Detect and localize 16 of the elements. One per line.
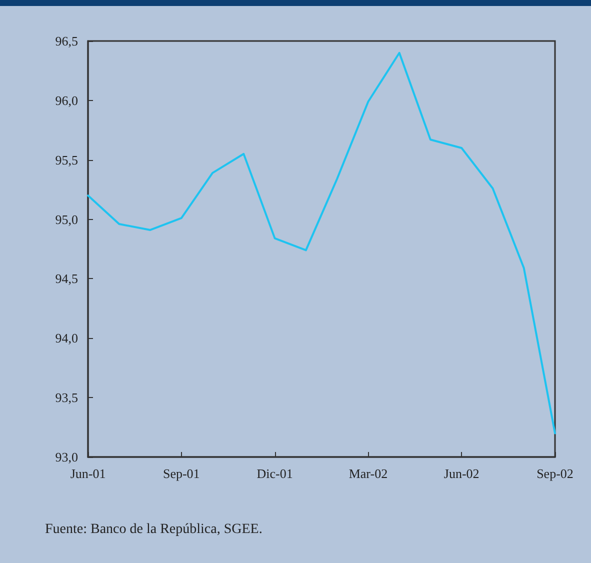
- y-tick-label: 96,0: [55, 92, 78, 108]
- y-tick-label: 93,5: [55, 390, 78, 406]
- y-tick-label: 93,0: [55, 450, 78, 464]
- y-tick-label: 95,5: [55, 152, 78, 168]
- x-tick-label: Mar-02: [348, 466, 388, 481]
- source-note: Fuente: Banco de la República, SGEE.: [45, 522, 262, 538]
- y-tick-label: 95,0: [55, 212, 78, 227]
- x-tick-label: Dic-01: [256, 466, 293, 481]
- line-series: [87, 52, 556, 434]
- y-tick-label: 94,5: [55, 271, 78, 286]
- y-tick-label: 94,0: [55, 330, 78, 346]
- x-tick-label: Sep-01: [162, 466, 200, 481]
- x-tick-label: Jun-02: [444, 466, 480, 481]
- x-tick-label: Sep-02: [536, 466, 574, 481]
- y-tick-label: 96,5: [55, 34, 78, 48]
- x-tick-label: Jun-01: [70, 466, 106, 481]
